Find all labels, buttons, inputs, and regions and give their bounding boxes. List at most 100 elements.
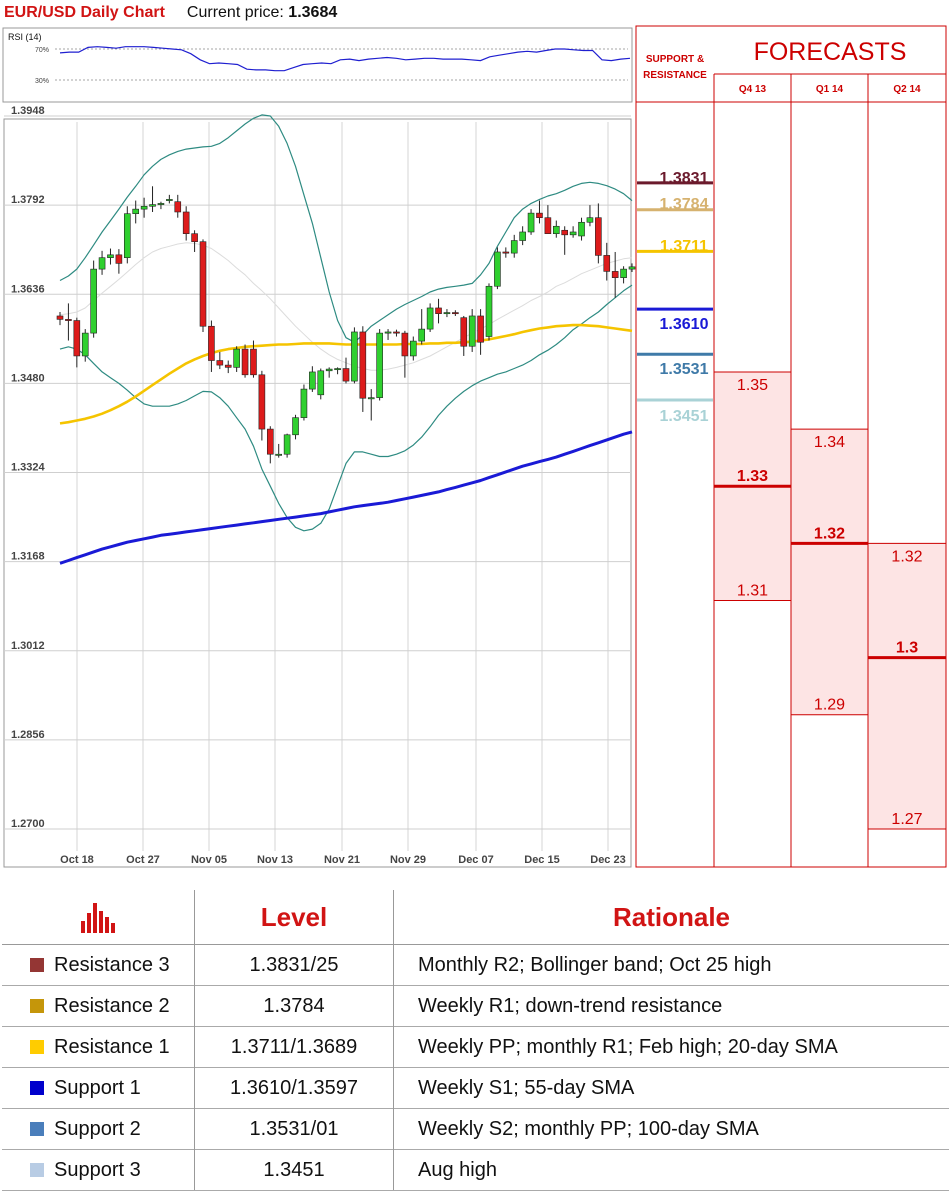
- forecast-low-label: 1.31: [737, 582, 768, 599]
- level-name: Resistance 3: [54, 953, 170, 976]
- candle-body: [603, 255, 611, 272]
- chart-canvas: RSI (14) 70% 30% Oct 18 Oct 27 Nov 05 Nov 13 N…: [2, 25, 947, 868]
- level-name: Support 3: [54, 1158, 141, 1181]
- forecasts-title: FORECASTS: [754, 38, 907, 66]
- candle-body: [292, 417, 299, 436]
- level-name-cell: Resistance 2: [2, 985, 195, 1027]
- level-name: Support 1: [54, 1076, 141, 1099]
- forecast-low-label: 1.27: [891, 811, 922, 828]
- candle-body: [56, 315, 64, 320]
- table-icon-cell: [2, 890, 195, 945]
- sr-level-label: 1.3831: [660, 170, 709, 187]
- level-color-swatch: [30, 1121, 44, 1136]
- x-tick-label: Dec 07: [458, 854, 493, 866]
- current-price: Current price: 1.3684: [187, 4, 337, 22]
- level-name-cell: Resistance 3: [2, 944, 195, 986]
- rsi-panel: RSI (14) 70% 30%: [2, 27, 633, 103]
- y-tick-label: 1.2856: [11, 729, 45, 741]
- candle-body: [258, 374, 266, 430]
- y-tick-label: 1.3168: [11, 551, 45, 563]
- x-tick-label: Oct 18: [60, 854, 94, 866]
- candle-body: [376, 332, 383, 398]
- x-tick-label: Nov 13: [257, 854, 293, 866]
- candle-body: [250, 348, 257, 376]
- sr-level-label: 1.3531: [660, 361, 709, 378]
- candle-body: [216, 360, 224, 366]
- candle-body: [510, 240, 518, 254]
- bollinger-upper-line: [59, 114, 633, 343]
- forecast-range: [868, 543, 946, 829]
- forecast-column-header: Q2 14: [893, 84, 921, 95]
- level-color-swatch: [30, 957, 44, 972]
- candle-body: [578, 221, 585, 237]
- level-name-cell: Support 2: [2, 1108, 195, 1150]
- candle-body: [98, 257, 106, 270]
- y-tick-label: 1.3792: [11, 194, 45, 206]
- candle-body: [628, 266, 636, 270]
- candle-body: [115, 254, 123, 264]
- level-rationale: Aug high: [393, 1149, 949, 1191]
- level-name: Resistance 1: [54, 1035, 170, 1058]
- candle-body: [300, 388, 308, 418]
- candle-body: [477, 315, 484, 343]
- x-tick-label: Nov 29: [390, 854, 426, 866]
- y-tick-label: 1.2700: [11, 818, 45, 830]
- candle-body: [283, 434, 291, 455]
- forecast-column-header: Q4 13: [739, 84, 767, 95]
- candle-body: [536, 212, 543, 218]
- levels-table: Level Rationale Resistance 3 1.3831/25 Mon…: [0, 890, 951, 1191]
- level-color-swatch: [30, 1039, 44, 1054]
- sma-55-line: [59, 323, 633, 425]
- candle-body: [519, 231, 526, 241]
- level-value: 1.3831/25: [194, 944, 394, 986]
- y-tick-label: 1.3012: [11, 640, 45, 652]
- forecast-panel: SUPPORT & RESISTANCE FORECASTS Q4 13 Q1 14 Q2…: [635, 25, 947, 868]
- candle-body: [182, 211, 190, 234]
- candle-body: [359, 331, 367, 399]
- x-tick-label: Nov 21: [324, 854, 360, 866]
- chart-header: EUR/USD Daily Chart Current price: 1.368…: [4, 2, 337, 24]
- candle-body: [443, 312, 451, 315]
- candle-body: [409, 340, 417, 357]
- x-tick-label: Dec 23: [590, 854, 625, 866]
- candle-body: [552, 225, 560, 234]
- candle-body: [586, 217, 594, 223]
- table-row: Support 3 1.3451 Aug high: [2, 1149, 949, 1191]
- level-name-cell: Support 3: [2, 1149, 195, 1191]
- forecast-median-label: 1.32: [814, 525, 845, 542]
- forecast-low-label: 1.29: [814, 697, 845, 714]
- rsi-label: RSI (14): [8, 32, 42, 42]
- candle-body: [452, 312, 459, 315]
- level-rationale: Weekly R1; down-trend resistance: [393, 985, 949, 1027]
- table-row: Support 1 1.3610/1.3597 Weekly S1; 55-day …: [2, 1067, 949, 1109]
- forecast-median-label: 1.3: [896, 640, 918, 657]
- candle-body: [317, 370, 325, 396]
- candle-body: [611, 271, 619, 278]
- candle-body: [166, 199, 173, 201]
- candle-body: [595, 217, 602, 256]
- rsi-line: [59, 46, 631, 72]
- forecast-high-label: 1.32: [891, 548, 922, 565]
- candle-body: [174, 201, 182, 213]
- level-name-cell: Support 1: [2, 1067, 195, 1109]
- y-tick-label: 1.3948: [11, 105, 45, 117]
- level-name: Resistance 2: [54, 994, 170, 1017]
- sr-level-label: 1.3610: [660, 316, 709, 333]
- candle-body: [90, 268, 97, 334]
- candle-body: [384, 331, 392, 334]
- candle-body: [620, 268, 627, 278]
- column-header-rationale: Rationale: [393, 890, 949, 945]
- candle-body: [107, 254, 114, 258]
- candle-body: [569, 231, 577, 236]
- candle-body: [81, 332, 89, 357]
- level-value: 1.3784: [194, 985, 394, 1027]
- candle-body: [334, 368, 341, 371]
- candle-body: [208, 325, 215, 361]
- level-value: 1.3531/01: [194, 1108, 394, 1150]
- level-rationale: Monthly R2; Bollinger band; Oct 25 high: [393, 944, 949, 986]
- forecast-high-label: 1.34: [814, 434, 845, 451]
- candle-body: [199, 241, 207, 327]
- level-value: 1.3610/1.3597: [194, 1067, 394, 1109]
- rsi-tick-label: 30%: [35, 78, 49, 85]
- candle-body: [468, 315, 476, 347]
